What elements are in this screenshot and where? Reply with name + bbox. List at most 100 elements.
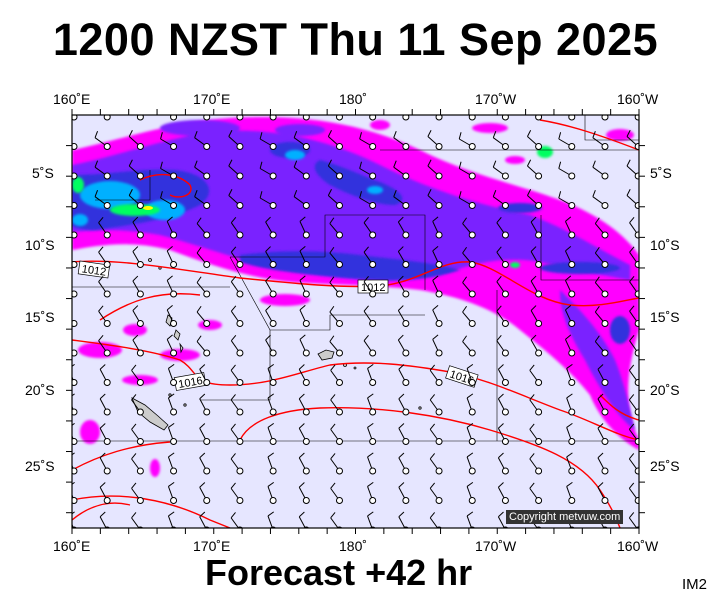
wind-barb bbox=[427, 188, 443, 209]
wind-barb bbox=[398, 452, 410, 475]
wind-barb bbox=[166, 216, 178, 239]
wind-barb bbox=[330, 394, 343, 416]
wind-barb bbox=[496, 276, 509, 298]
wind-barb bbox=[398, 482, 410, 504]
wind-barb bbox=[368, 115, 377, 121]
wind-barb bbox=[72, 481, 78, 504]
wind-barb bbox=[94, 189, 111, 209]
wind-barb bbox=[228, 159, 244, 180]
wind-barb bbox=[166, 305, 178, 327]
wind-barb bbox=[432, 305, 443, 327]
lat-label-left-25s: 25˚S bbox=[25, 458, 55, 474]
wind-barb bbox=[72, 143, 78, 150]
wind-barb bbox=[529, 453, 543, 475]
frame-ticks bbox=[66, 109, 645, 534]
wind-barb bbox=[565, 334, 576, 357]
wind-barb bbox=[429, 423, 443, 445]
lon-label-top-160w: 160˚W bbox=[617, 91, 659, 107]
wind-barb bbox=[259, 161, 277, 180]
wind-barb bbox=[329, 246, 343, 268]
wind-barb bbox=[530, 334, 543, 357]
wind-barb bbox=[330, 482, 343, 504]
wind-barb bbox=[527, 129, 543, 150]
wind-barb bbox=[363, 335, 377, 357]
wind-barb bbox=[132, 334, 144, 357]
wind-barb bbox=[298, 452, 310, 475]
wind-barb bbox=[299, 246, 310, 268]
wind-barb bbox=[230, 394, 244, 416]
wind-barb bbox=[529, 394, 543, 416]
wind-barb bbox=[466, 422, 476, 445]
lon-label-bottom-170e: 170˚E bbox=[193, 538, 231, 554]
wind-barb bbox=[267, 363, 277, 386]
wind-barb bbox=[299, 334, 310, 357]
wind-barb bbox=[167, 481, 178, 504]
wind-barb bbox=[497, 423, 509, 445]
rain-peak-area bbox=[143, 206, 153, 210]
wind-barb bbox=[429, 394, 443, 416]
wind-barb bbox=[259, 132, 277, 150]
wind-barb bbox=[427, 159, 443, 180]
lat-label-left-10s: 10˚S bbox=[25, 237, 55, 253]
wind-barb bbox=[628, 364, 639, 386]
wind-barb bbox=[496, 246, 509, 268]
wind-barb bbox=[228, 129, 244, 150]
wind-barb bbox=[597, 393, 609, 416]
wind-barb bbox=[265, 246, 277, 268]
wind-barb bbox=[565, 216, 576, 239]
lat-label-right-25s: 25˚S bbox=[650, 458, 680, 474]
lat-label-left-5s: 5˚S bbox=[32, 165, 54, 181]
wind-barb bbox=[629, 305, 639, 327]
wind-barb bbox=[497, 452, 509, 475]
wind-barb bbox=[592, 189, 609, 209]
wind-barb bbox=[330, 423, 343, 445]
wind-barb bbox=[128, 188, 144, 209]
wind-barb bbox=[530, 246, 543, 268]
wind-barb bbox=[529, 423, 543, 445]
wind-barb bbox=[363, 276, 377, 298]
wind-barb bbox=[367, 363, 377, 386]
wind-barb bbox=[293, 130, 310, 150]
wind-barb bbox=[466, 452, 476, 475]
wind-barb bbox=[293, 160, 310, 180]
wind-barb bbox=[72, 422, 78, 445]
wind-barb bbox=[363, 246, 377, 268]
wind-barb bbox=[497, 482, 509, 504]
wind-barb bbox=[330, 364, 343, 386]
wind-barb bbox=[492, 189, 509, 209]
wind-barb bbox=[230, 305, 244, 327]
wind-barb bbox=[628, 453, 639, 475]
isobar-label: 1016 bbox=[177, 375, 203, 391]
wind-barb bbox=[363, 305, 377, 327]
wind-barb bbox=[629, 276, 639, 298]
wind-barb bbox=[530, 305, 543, 327]
wind-barb bbox=[597, 423, 609, 445]
wind-barb bbox=[228, 188, 244, 209]
wind-barb bbox=[194, 130, 211, 150]
lat-label-right-5s: 5˚S bbox=[650, 165, 672, 181]
wind-barb bbox=[628, 482, 639, 504]
wind-barb bbox=[199, 452, 211, 475]
wind-barb bbox=[196, 305, 211, 327]
wind-barb bbox=[427, 129, 443, 150]
wind-barb bbox=[132, 275, 144, 298]
wind-barb bbox=[496, 217, 509, 239]
wind-barb bbox=[462, 246, 476, 268]
wind-barb bbox=[594, 305, 609, 327]
wind-barb bbox=[167, 363, 178, 386]
lat-label-right-15s: 15˚S bbox=[650, 309, 680, 325]
wind-barb bbox=[329, 335, 343, 357]
wind-barb bbox=[199, 393, 211, 416]
wind-barb bbox=[398, 423, 410, 445]
wind-barb bbox=[329, 217, 343, 239]
wind-barb bbox=[432, 216, 443, 239]
wind-barb bbox=[529, 364, 543, 386]
wind-barb bbox=[230, 453, 244, 475]
wind-barb bbox=[132, 305, 144, 327]
rain-moderate-area bbox=[72, 120, 635, 430]
wind-barb bbox=[327, 129, 343, 150]
wind-barb bbox=[462, 335, 476, 357]
wind-barb bbox=[626, 159, 639, 180]
wind-barb bbox=[98, 276, 111, 298]
wind-barb bbox=[397, 216, 410, 239]
